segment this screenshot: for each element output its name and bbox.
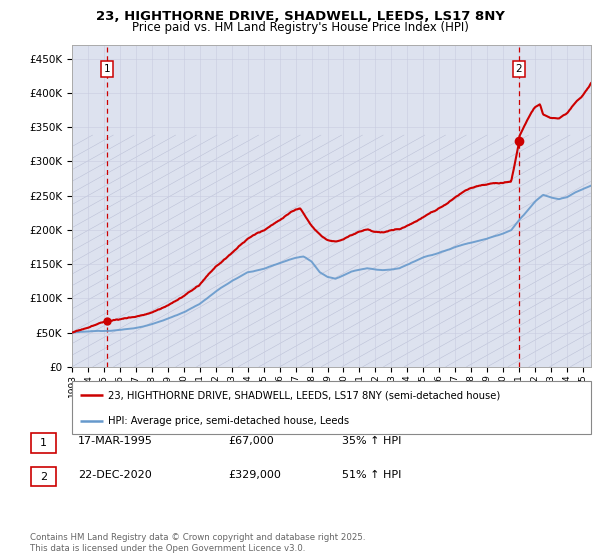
Text: £67,000: £67,000 — [228, 436, 274, 446]
Text: Price paid vs. HM Land Registry's House Price Index (HPI): Price paid vs. HM Land Registry's House … — [131, 21, 469, 34]
Text: £329,000: £329,000 — [228, 470, 281, 480]
Text: 2: 2 — [40, 472, 47, 482]
FancyBboxPatch shape — [31, 433, 56, 452]
Text: 23, HIGHTHORNE DRIVE, SHADWELL, LEEDS, LS17 8NY: 23, HIGHTHORNE DRIVE, SHADWELL, LEEDS, L… — [95, 10, 505, 23]
FancyBboxPatch shape — [31, 467, 56, 486]
Text: 23, HIGHTHORNE DRIVE, SHADWELL, LEEDS, LS17 8NY (semi-detached house): 23, HIGHTHORNE DRIVE, SHADWELL, LEEDS, L… — [109, 390, 500, 400]
Text: 51% ↑ HPI: 51% ↑ HPI — [342, 470, 401, 480]
Text: Contains HM Land Registry data © Crown copyright and database right 2025.
This d: Contains HM Land Registry data © Crown c… — [30, 533, 365, 553]
Text: 1: 1 — [40, 438, 47, 448]
Text: 35% ↑ HPI: 35% ↑ HPI — [342, 436, 401, 446]
Text: 2: 2 — [515, 64, 522, 74]
FancyBboxPatch shape — [72, 381, 591, 434]
Text: HPI: Average price, semi-detached house, Leeds: HPI: Average price, semi-detached house,… — [109, 416, 349, 426]
Text: 17-MAR-1995: 17-MAR-1995 — [78, 436, 153, 446]
Text: 22-DEC-2020: 22-DEC-2020 — [78, 470, 152, 480]
Text: 1: 1 — [104, 64, 110, 74]
